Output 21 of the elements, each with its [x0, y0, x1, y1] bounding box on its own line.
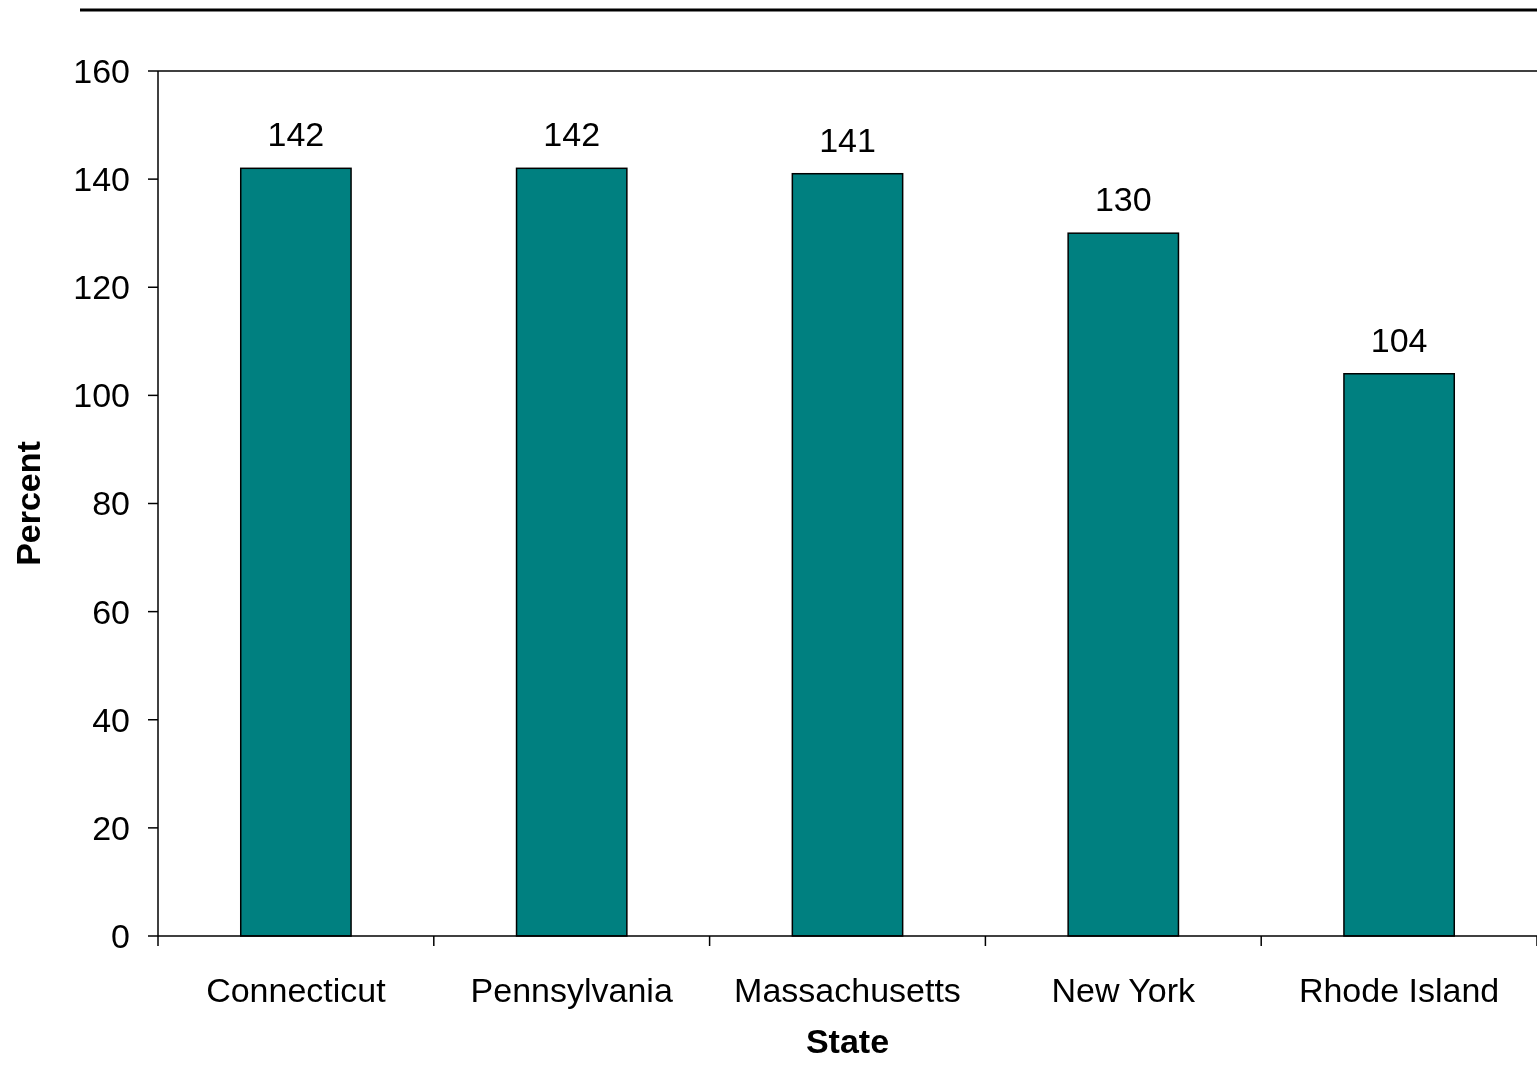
data-label: 104	[1370, 320, 1428, 359]
y-tick-label: 0	[111, 916, 130, 955]
y-tick-label: 60	[92, 592, 130, 631]
x-tick-label: Connecticut	[206, 971, 387, 1009]
y-tick-label: 20	[92, 808, 130, 847]
y-tick-label: 80	[92, 484, 130, 523]
y-axis-title: Percent	[9, 441, 47, 566]
data-label: 142	[267, 115, 325, 154]
data-label: 142	[543, 115, 601, 154]
data-label: 130	[1094, 180, 1152, 219]
y-tick-label: 100	[73, 376, 130, 415]
x-tick-label: Rhode Island	[1298, 971, 1500, 1009]
x-axis-title: State	[805, 1022, 890, 1060]
y-tick-label: 120	[73, 268, 130, 307]
data-label: 141	[819, 120, 876, 159]
x-tick-label: Massachusetts	[734, 971, 961, 1009]
y-tick-label: 160	[73, 51, 130, 90]
y-tick-label: 40	[92, 700, 130, 739]
x-tick-label: New York	[1051, 971, 1197, 1009]
x-tick-label: Pennsylvania	[470, 971, 673, 1009]
y-tick-label: 140	[73, 160, 130, 199]
